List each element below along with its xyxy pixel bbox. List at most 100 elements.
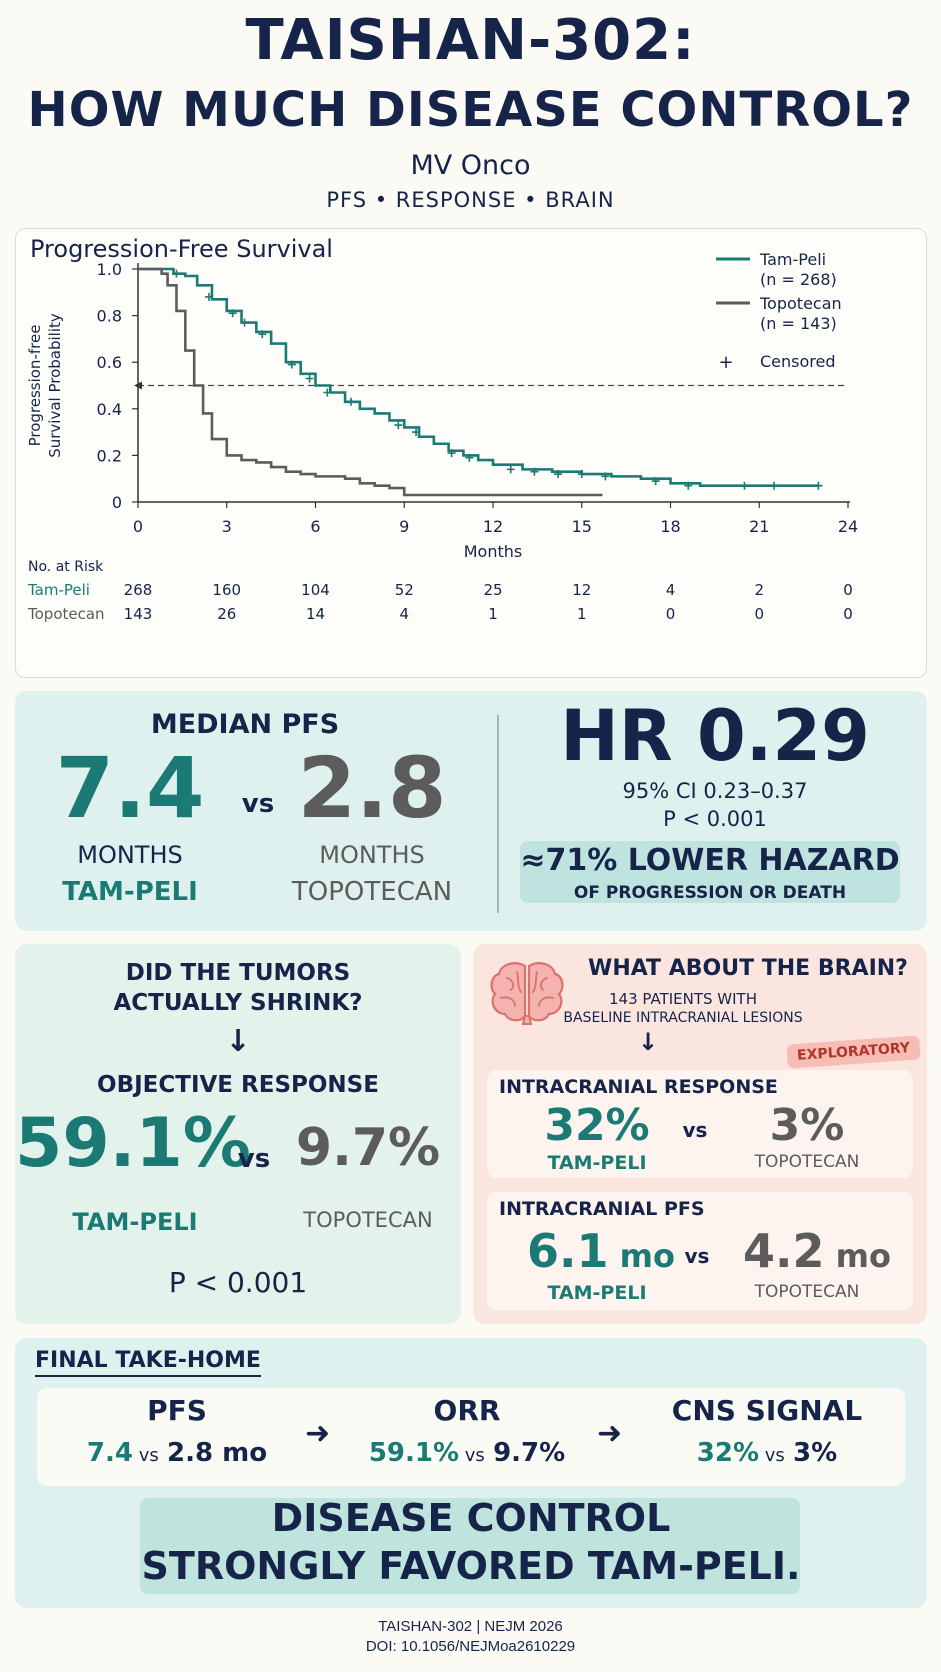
risk-value: 0 <box>843 605 853 623</box>
hazard-p-value: P < 0.001 <box>663 807 767 831</box>
response-p-value: P < 0.001 <box>168 1266 308 1299</box>
legend-label: Topotecan <box>759 294 842 313</box>
ic-response-heading: INTRACRANIAL RESPONSE <box>499 1076 778 1098</box>
final-cns-tam: 32% <box>696 1438 760 1468</box>
censor-mark <box>394 421 403 430</box>
ic-pfs-topo-value: 4.2 <box>743 1224 825 1278</box>
ic-pfs-tam: 6.1 mo <box>527 1224 675 1278</box>
censor-mark <box>205 292 213 301</box>
arrow-right-icon: ➜ <box>597 1416 623 1451</box>
ic-pfs-topo-unit: mo <box>835 1237 891 1275</box>
x-tick-label: 0 <box>133 517 143 536</box>
median-pfs-panel: MEDIAN PFS 7.4 vs 2.8 MONTHS TAM-PELI MO… <box>15 691 927 931</box>
risk-table-header: No. at Risk <box>28 559 104 575</box>
censor-mark <box>740 481 749 490</box>
median-tam-value: 7.4 <box>55 739 205 837</box>
brain-sub-line1: 143 PATIENTS WITH <box>608 990 757 1008</box>
hazard-ci: 95% CI 0.23–0.37 <box>622 779 808 803</box>
brain-icon <box>490 962 564 1025</box>
median-tam-unit: MONTHS <box>77 841 183 869</box>
km-chart: 00.20.40.60.81.00 3 6 9 12 15 18 21 24MonthsProg… <box>26 250 858 623</box>
censor-mark <box>323 388 332 397</box>
hazard-highlight <box>520 841 900 903</box>
risk-value: 14 <box>306 605 325 623</box>
ic-pfs-tam-unit: mo <box>619 1237 675 1275</box>
ic-response-tam-label: TAM-PELI <box>547 1152 647 1174</box>
risk-value: 0 <box>666 605 676 623</box>
ic-pfs-topo: 4.2 mo <box>743 1224 891 1278</box>
y-tick-label: 0 <box>112 493 122 512</box>
hazard-ratio: HR 0.29 <box>560 695 870 777</box>
ic-response-card: INTRACRANIAL RESPONSE 32% vs 3% TAM-PELI… <box>487 1070 913 1178</box>
median-topo-unit: MONTHS <box>319 841 425 869</box>
down-arrow-icon: ↓ <box>225 1024 251 1059</box>
y-tick-label: 0.6 <box>97 353 122 372</box>
censor-mark <box>684 481 693 490</box>
censor-mark <box>228 309 237 318</box>
chart-title: Progression-Free Survival <box>30 235 333 263</box>
response-topo-value: 9.7% <box>295 1118 441 1178</box>
x-tick-label: 15 <box>572 517 592 536</box>
conclusion-line1: DISEASE CONTROL <box>271 1496 671 1540</box>
ic-response-vs: vs <box>682 1118 708 1142</box>
final-cns-label: CNS SIGNAL <box>671 1394 863 1427</box>
legend-n: (n = 143) <box>760 314 837 333</box>
arrow-right-icon: ➜ <box>305 1416 331 1451</box>
km-line-topotecan <box>138 267 603 497</box>
conclusion-highlight <box>140 1498 800 1594</box>
y-tick-label: 0.8 <box>97 307 122 326</box>
ic-pfs-vs: vs <box>684 1244 710 1268</box>
brain-heading: WHAT ABOUT THE BRAIN? <box>588 956 908 981</box>
ic-response-topo-value: 3% <box>769 1100 845 1151</box>
censor-mark <box>287 360 296 369</box>
risk-value: 26 <box>217 605 236 623</box>
response-heading: OBJECTIVE RESPONSE <box>97 1072 379 1098</box>
censor-mark <box>814 481 823 490</box>
ic-pfs-topo-label: TOPOTECAN <box>754 1282 860 1302</box>
x-tick-label: 12 <box>483 517 503 536</box>
censor-mark <box>506 465 515 474</box>
censor-mark <box>347 397 355 406</box>
brain-panel: WHAT ABOUT THE BRAIN? 143 PATIENTS WITH … <box>473 944 927 1324</box>
y-axis-label-line1: Progression-free <box>26 325 44 447</box>
final-orr-values: 59.1% vs 9.7% <box>347 1438 587 1468</box>
final-heading: FINAL TAKE-HOME <box>35 1348 261 1377</box>
censor-mark <box>412 428 421 437</box>
x-axis-label: Months <box>464 542 522 561</box>
risk-row-label: Tam-Peli <box>27 581 90 599</box>
x-tick-label: 6 <box>310 517 320 536</box>
risk-value: 52 <box>395 581 414 599</box>
risk-value: 12 <box>572 581 591 599</box>
median-divider <box>497 715 499 913</box>
censor-legend-icon: + <box>718 352 733 373</box>
risk-value: 4 <box>399 605 409 623</box>
hazard-subtext: OF PROGRESSION OR DEATH <box>573 883 847 903</box>
x-tick-label: 24 <box>838 517 858 536</box>
median-topo-value: 2.8 <box>297 739 447 837</box>
ic-response-tam-value: 32% <box>544 1100 650 1151</box>
risk-value: 160 <box>212 581 241 599</box>
final-pfs-label: PFS <box>147 1394 207 1427</box>
legend-n: (n = 268) <box>760 270 837 289</box>
y-tick-label: 0.4 <box>97 400 122 419</box>
legend-label: Tam-Peli <box>759 250 826 269</box>
response-vs: vs <box>237 1144 271 1174</box>
page-title-line1: TAISHAN-302: <box>245 8 696 73</box>
response-question-line1: DID THE TUMORS <box>125 960 351 986</box>
response-topo-label: TOPOTECAN <box>303 1208 433 1232</box>
x-tick-label: 21 <box>749 517 769 536</box>
final-pfs-tam: 7.4 <box>86 1438 133 1468</box>
final-cns-values: 32% vs 3% <box>657 1438 877 1468</box>
risk-value: 1 <box>577 605 587 623</box>
risk-row-label: Topotecan <box>27 605 105 623</box>
final-summary-strip: PFS 7.4 vs 2.8 mo ➜ ORR 59.1% vs 9.7% ➜ … <box>37 1388 905 1486</box>
final-takehome-panel: FINAL TAKE-HOME PFS 7.4 vs 2.8 mo ➜ ORR … <box>15 1338 927 1608</box>
median-topo-label: TOPOTECAN <box>291 877 453 907</box>
conclusion-line2: STRONGLY FAVORED TAM-PELI. <box>141 1544 801 1588</box>
hazard-headline: ≈71% LOWER HAZARD <box>520 843 900 878</box>
response-tam-label: TAM-PELI <box>72 1208 198 1236</box>
risk-value: 268 <box>124 581 153 599</box>
ic-response-topo-label: TOPOTECAN <box>754 1152 860 1172</box>
x-tick-label: 18 <box>660 517 680 536</box>
x-tick-label: 3 <box>222 517 232 536</box>
